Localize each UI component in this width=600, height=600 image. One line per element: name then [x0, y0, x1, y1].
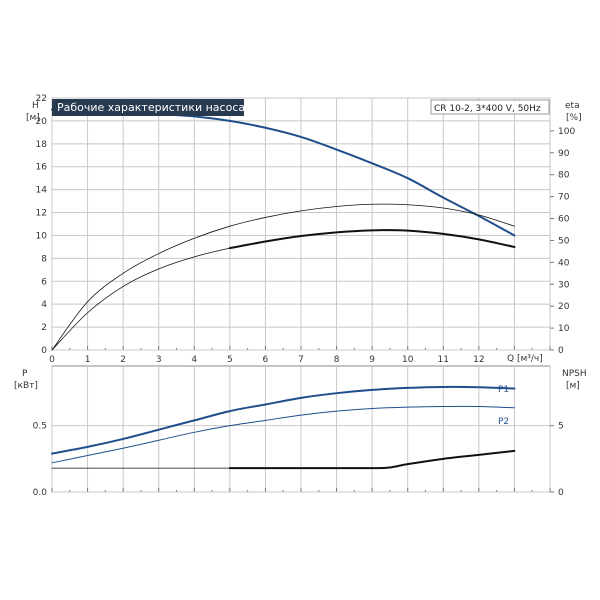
y2-axis-label-eta: eta — [565, 101, 580, 111]
top-grid — [51, 97, 554, 351]
legend-p2: P2 — [498, 417, 509, 427]
y-tick-label: 20 — [36, 117, 48, 127]
series-line-3 — [228, 449, 516, 470]
x-tick-label: 7 — [298, 355, 304, 365]
bottom-tick-labels: 0.0 0.5 0 5 — [33, 422, 564, 498]
x-tick-label: 4 — [191, 355, 197, 365]
y-tick-label: 10 — [36, 231, 48, 241]
top-tick-labels: 0246810121416182022010203040506070809010… — [36, 94, 576, 365]
y2-tick-label: 30 — [558, 280, 570, 290]
y2-tick-label: 40 — [558, 258, 570, 268]
y-tick-label: 16 — [36, 163, 48, 173]
y-tick-label: 0 — [41, 346, 47, 356]
y2-axis-label-npsh: NPSH — [562, 369, 587, 379]
series-line-2 — [51, 229, 515, 351]
chart-title: Рабочие характеристики насоса — [57, 101, 245, 114]
y-tick-label: 6 — [41, 277, 47, 287]
head-efficiency-panel: 0246810121416182022010203040506070809010… — [26, 94, 582, 365]
y-axis-unit-h: [м] — [26, 113, 40, 123]
x-tick-label: 0 — [49, 355, 55, 365]
y2-tick-label: 70 — [558, 193, 570, 203]
y2-axis-unit-eta: [%] — [566, 113, 582, 123]
x-tick-label: 10 — [402, 355, 414, 365]
y-tick-label: 8 — [41, 254, 47, 264]
x-tick-label: 11 — [438, 355, 449, 365]
y2-tick-label: 20 — [558, 302, 570, 312]
y2-tick-label: 50 — [558, 236, 570, 246]
x-tick-label: 3 — [156, 355, 162, 365]
title-background — [52, 99, 244, 116]
y2-tick-label: 5 — [558, 422, 564, 432]
y2-tick-label: 0 — [558, 346, 564, 356]
legend-p1: P1 — [498, 385, 509, 395]
top-curves — [51, 108, 516, 351]
chart-subtitle: CR 10-2, 3*400 V, 50Hz — [434, 104, 541, 114]
y-tick-label: 0.5 — [33, 422, 47, 432]
y2-tick-label: 10 — [558, 324, 570, 334]
x-tick-label: 12 — [473, 355, 484, 365]
y-axis-label-h: H — [32, 101, 39, 111]
y-axis-unit-p: [кВт] — [14, 381, 38, 391]
y-tick-label: 12 — [36, 209, 47, 219]
series-line-1 — [51, 405, 515, 464]
y2-tick-label: 80 — [558, 171, 570, 181]
y-tick-label: 0.0 — [33, 488, 48, 498]
x-axis-label: Q [м³/ч] — [507, 354, 543, 364]
y-axis-label-p: P — [22, 369, 28, 379]
series-line-1 — [51, 203, 515, 351]
y2-tick-label: 0 — [558, 488, 564, 498]
y-tick-label: 14 — [36, 186, 48, 196]
x-tick-label: 1 — [85, 355, 91, 365]
x-tick-label: 6 — [263, 355, 269, 365]
y-tick-label: 2 — [41, 323, 47, 333]
series-line-0 — [51, 385, 516, 455]
y2-tick-label: 100 — [558, 127, 575, 137]
bottom-grid — [51, 366, 554, 493]
y-tick-label: 4 — [41, 300, 47, 310]
bottom-curves — [51, 385, 516, 470]
x-tick-label: 9 — [369, 355, 375, 365]
y-tick-label: 22 — [36, 94, 47, 104]
series-line-0 — [51, 108, 516, 237]
x-tick-label: 5 — [227, 355, 233, 365]
power-npsh-panel: 0.0 0.5 0 5 P [кВт] NPSH [м] P1 P2 — [14, 365, 587, 498]
y2-axis-unit-npsh: [м] — [566, 381, 580, 391]
x-tick-label: 8 — [334, 355, 340, 365]
y2-tick-label: 60 — [558, 215, 570, 225]
y-tick-label: 18 — [36, 140, 48, 150]
y2-tick-label: 90 — [558, 149, 570, 159]
series-line-3 — [228, 229, 516, 250]
subtitle-box — [430, 99, 550, 115]
x-tick-label: 2 — [120, 355, 126, 365]
